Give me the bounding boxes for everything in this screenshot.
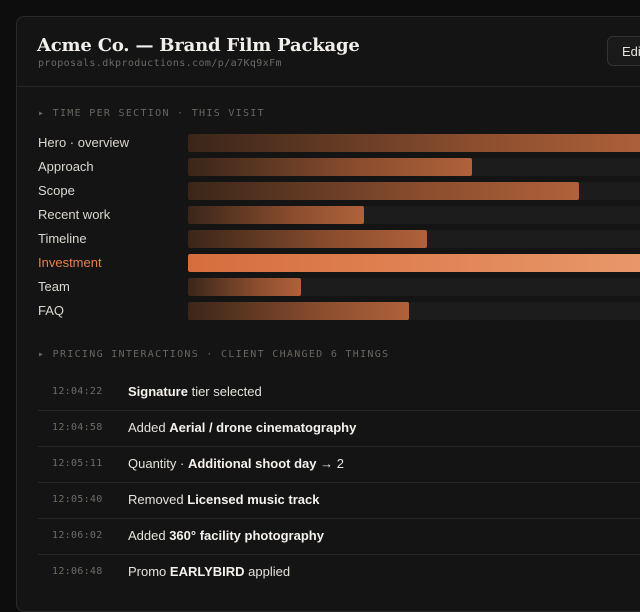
section-name: Approach xyxy=(38,159,94,174)
section-time-bar xyxy=(188,134,640,152)
pricing-event-row: 12:04:22 Signature tier selected xyxy=(38,374,640,411)
event-item-name: Signature xyxy=(128,384,188,399)
section-name: Scope xyxy=(38,183,75,198)
pricing-event-row: 12:05:11 Quantity · Additional shoot day … xyxy=(38,446,640,483)
event-description: Added Aerial / drone cinematography xyxy=(128,420,356,435)
proposal-url: proposals.dkproductions.com/p/a7Kq9xFm xyxy=(38,58,282,69)
page-title: Acme Co. — Brand Film Package xyxy=(37,35,360,56)
event-item-name: Additional shoot day xyxy=(187,456,317,471)
section-time-row: Hero · overview xyxy=(17,131,640,155)
section-time-row: Team xyxy=(17,275,640,299)
event-item-name: EARLYBIRD xyxy=(169,564,245,579)
section-time-bar xyxy=(188,206,364,224)
event-item-name: 360° facility photography xyxy=(169,528,324,543)
analytics-panel: Acme Co. — Brand Film Package proposals.… xyxy=(16,16,640,612)
section-time-row: FAQ xyxy=(17,299,640,323)
pricing-event-row: 12:06:02 Added 360° facility photography xyxy=(38,518,640,555)
section-time-track xyxy=(188,158,640,176)
section-time-track xyxy=(188,182,640,200)
event-item-name: Aerial / drone cinematography xyxy=(169,420,357,435)
section-name: Recent work xyxy=(38,207,111,222)
event-description: Quantity · Additional shoot day → 2 xyxy=(128,456,344,471)
section-time-bar xyxy=(188,302,409,320)
event-timestamp: 12:05:40 xyxy=(52,494,103,505)
event-text-prefix: Removed xyxy=(128,492,188,507)
section-time-bar xyxy=(188,254,640,272)
event-item-name: Licensed music track xyxy=(187,492,320,507)
pricing-section-label: ▸ PRICING INTERACTIONS · CLIENT CHANGED … xyxy=(38,349,390,360)
event-text-prefix: Promo xyxy=(128,564,170,579)
event-timestamp: 12:04:58 xyxy=(52,422,103,433)
event-text-suffix: → 2 xyxy=(316,456,344,471)
event-text-prefix: Added xyxy=(128,420,170,435)
event-description: Signature tier selected xyxy=(128,384,262,399)
pricing-event-row: 12:04:58 Added Aerial / drone cinematogra… xyxy=(38,410,640,447)
section-time-track xyxy=(188,254,640,272)
event-timestamp: 12:04:22 xyxy=(52,386,103,397)
event-timestamp: 12:06:02 xyxy=(52,530,103,541)
event-timestamp: 12:06:48 xyxy=(52,566,103,577)
section-time-bar xyxy=(188,182,580,200)
section-name: Hero · overview xyxy=(38,135,130,150)
section-time-bar xyxy=(188,278,302,296)
section-time-row: Recent work xyxy=(17,203,640,227)
section-time-track xyxy=(188,278,640,296)
event-text-suffix: applied xyxy=(244,564,291,579)
time-section-label: ▸ TIME PER SECTION · THIS VISIT xyxy=(38,108,265,119)
section-time-track xyxy=(188,302,640,320)
section-name: Team xyxy=(38,279,70,294)
section-name: Investment xyxy=(38,255,102,270)
section-name: FAQ xyxy=(38,303,65,318)
event-description: Promo EARLYBIRD applied xyxy=(128,564,290,579)
panel-header: Acme Co. — Brand Film Package proposals.… xyxy=(17,17,640,87)
section-time-row: Timeline xyxy=(17,227,640,251)
section-time-track xyxy=(188,206,640,224)
event-description: Added 360° facility photography xyxy=(128,528,324,543)
section-time-row: Investment xyxy=(17,251,640,275)
section-time-track xyxy=(188,134,640,152)
event-text-prefix: Added xyxy=(128,528,170,543)
section-time-row: Approach xyxy=(17,155,640,179)
section-time-row: Scope xyxy=(17,179,640,203)
pricing-event-row: 12:05:40 Removed Licensed music track xyxy=(38,482,640,519)
section-time-track xyxy=(188,230,640,248)
event-timestamp: 12:05:11 xyxy=(52,458,103,469)
edit-button[interactable]: Edit xyxy=(607,36,640,66)
section-time-bar xyxy=(188,158,472,176)
section-name: Timeline xyxy=(38,231,87,246)
event-description: Removed Licensed music track xyxy=(128,492,319,507)
event-text-prefix: Quantity · xyxy=(128,456,188,471)
event-text-suffix: tier selected xyxy=(187,384,262,399)
section-time-bar xyxy=(188,230,428,248)
pricing-event-row: 12:06:48 Promo EARLYBIRD applied xyxy=(38,554,640,590)
